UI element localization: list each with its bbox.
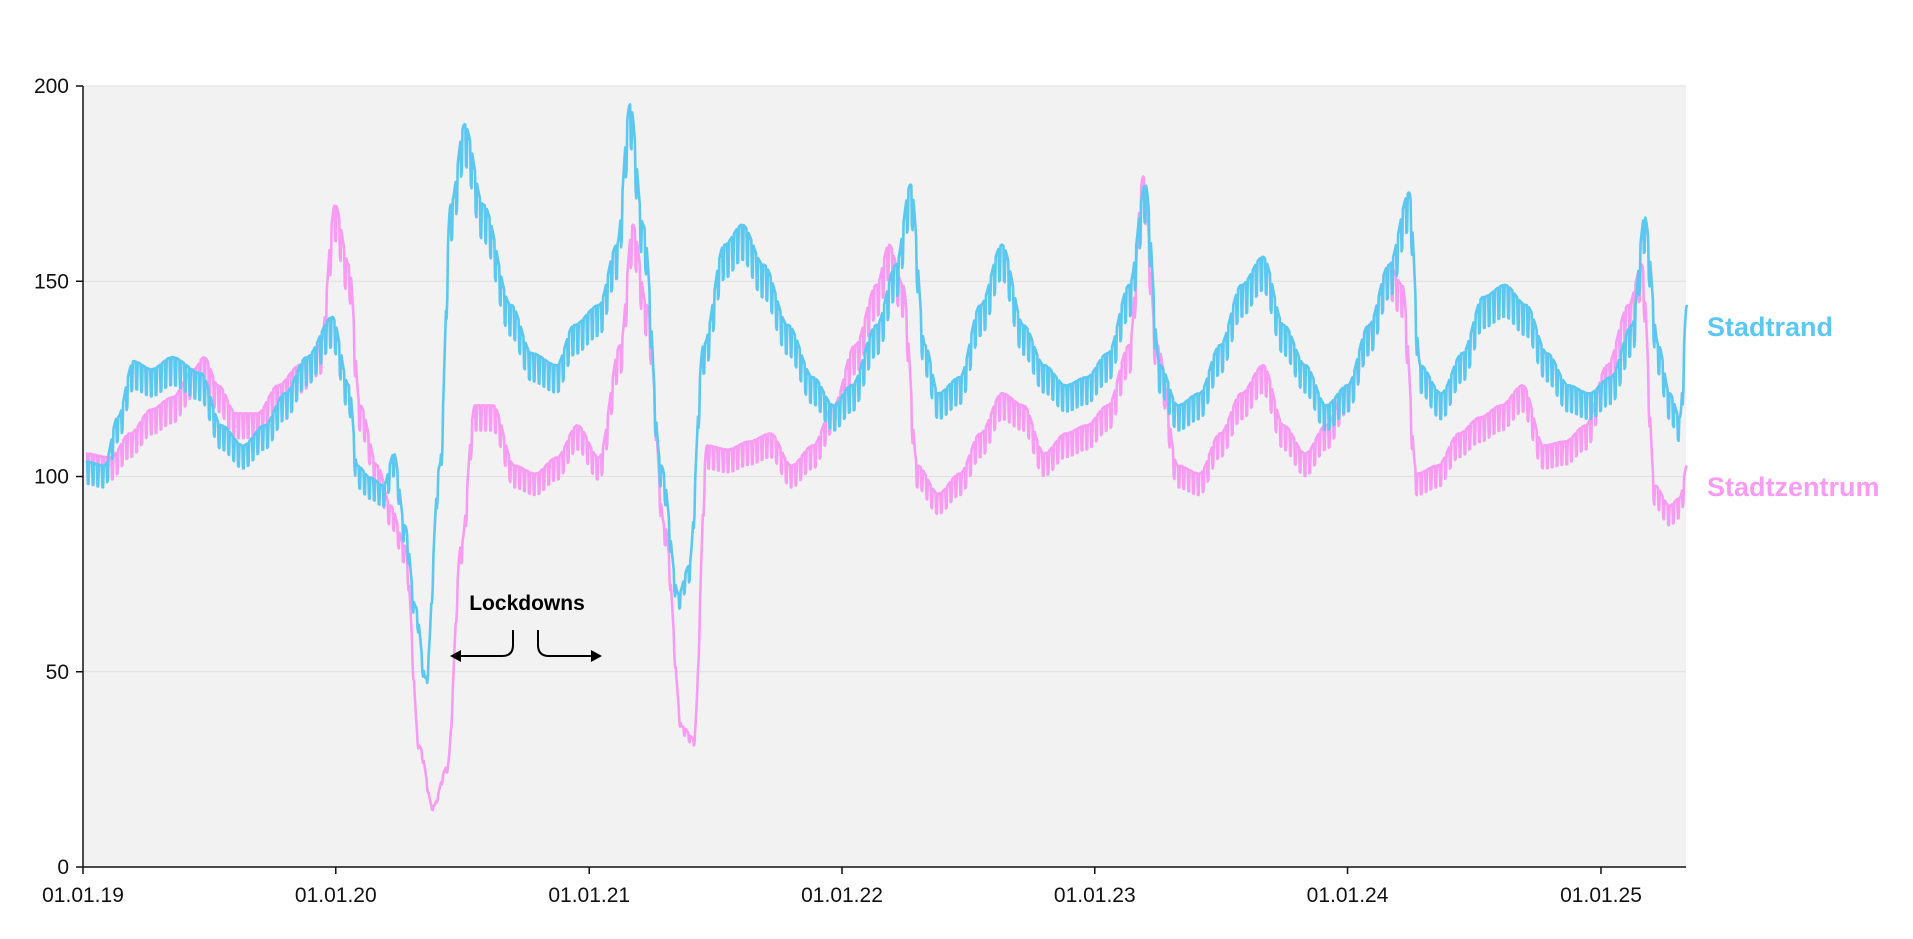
lockdown-annotation: Lockdowns: [450, 592, 602, 662]
series-layer: [85, 103, 1689, 812]
left-arrowhead-icon: [450, 650, 461, 662]
annotation-label: Lockdowns: [469, 592, 585, 615]
x-tick-label: 01.01.25: [1560, 884, 1642, 907]
x-tick-label: 01.01.19: [42, 884, 124, 907]
y-tick-label: 150: [34, 270, 69, 293]
y-tick-label: 0: [57, 856, 69, 879]
x-tick-label: 01.01.22: [801, 884, 883, 907]
x-tick-label: 01.01.21: [548, 884, 630, 907]
right-arrow-icon: [537, 630, 592, 657]
x-axis-ticks: 01.01.19 01.01.20 01.01.21 01.01.22 01.01.23…: [42, 867, 1642, 907]
y-axis-ticks: 0 50 100 150 200: [34, 75, 83, 879]
series-label-stadtrand: Stadtrand: [1707, 312, 1833, 342]
series-line-stadtrand: [85, 103, 1689, 685]
series-labels: Stadtzentrum Stadtrand: [1707, 312, 1880, 502]
series-label-stadtzentrum: Stadtzentrum: [1707, 472, 1880, 502]
right-arrowhead-icon: [591, 650, 602, 662]
y-tick-label: 100: [34, 466, 69, 489]
x-tick-label: 01.01.20: [295, 884, 377, 907]
y-tick-label: 50: [46, 661, 69, 684]
series-line-stadtzentrum: [85, 175, 1688, 812]
y-tick-label: 200: [34, 75, 69, 98]
x-tick-label: 01.01.23: [1054, 884, 1136, 907]
x-tick-label: 01.01.24: [1307, 884, 1389, 907]
left-arrow-icon: [460, 630, 514, 657]
